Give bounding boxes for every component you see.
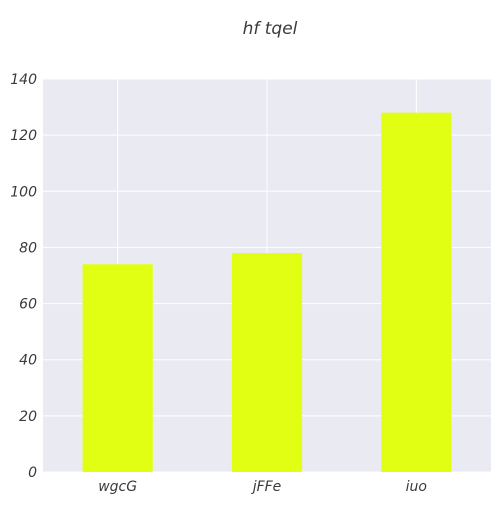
y-tick-label-120: 120: [10, 128, 37, 144]
bars: [82, 112, 452, 472]
x-tick-label-wgcG: wgcG: [98, 479, 137, 495]
y-axis-ticks: 0 20 40 60 80 100 120 140: [10, 72, 37, 481]
y-tick-label-140: 140: [10, 72, 37, 88]
bar-wgcG: [82, 264, 153, 472]
y-tick-label-0: 0: [28, 465, 37, 481]
bar-iuo: [381, 112, 452, 472]
chart-title: hf tqel: [243, 19, 298, 39]
y-tick-label-40: 40: [19, 353, 37, 369]
y-tick-label-100: 100: [10, 184, 37, 200]
x-tick-label-jFFe: jFFe: [251, 479, 282, 495]
y-tick-label-60: 60: [19, 297, 37, 313]
x-axis-ticks: wgcG jFFe iuo: [98, 479, 427, 495]
x-tick-label-iuo: iuo: [406, 479, 427, 495]
bar-jFFe: [231, 253, 303, 472]
y-tick-label-80: 80: [19, 240, 37, 256]
y-tick-label-20: 20: [19, 409, 37, 425]
